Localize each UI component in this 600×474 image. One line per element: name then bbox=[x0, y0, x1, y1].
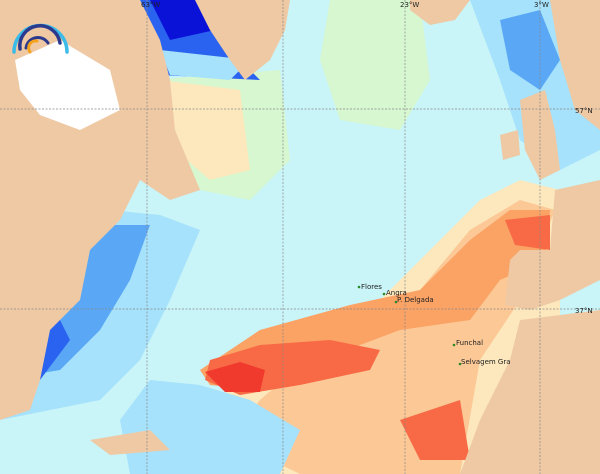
place-angra[interactable]: Angra bbox=[386, 289, 407, 297]
lon-label: 3°W bbox=[534, 1, 549, 9]
land-africa bbox=[460, 310, 600, 474]
lon-label: 23°W bbox=[400, 1, 419, 9]
lat-label: 57°N bbox=[575, 107, 593, 115]
field-red-core bbox=[205, 362, 265, 392]
land-iceland bbox=[410, 0, 470, 25]
place-markers: Flores Angra P. Delgada Funchal Selvagem… bbox=[357, 283, 511, 366]
land-scandinavia bbox=[550, 0, 600, 130]
land-ireland bbox=[500, 130, 520, 160]
lon-label: 63°W bbox=[141, 1, 160, 9]
lat-label: 37°N bbox=[575, 307, 593, 315]
land-britain bbox=[520, 90, 560, 180]
field-blue-ne bbox=[500, 10, 560, 90]
place-flores[interactable]: Flores bbox=[361, 283, 382, 291]
field-lightblue-labrador bbox=[160, 50, 250, 80]
land-iberia-france bbox=[505, 180, 600, 310]
place-ponta-delgada[interactable]: P. Delgada bbox=[397, 296, 434, 304]
field-green-north bbox=[320, 0, 430, 130]
place-funchal[interactable]: Funchal bbox=[456, 339, 483, 347]
rainbow-arc-logo bbox=[12, 23, 69, 54]
field-lightblue-south bbox=[120, 380, 300, 474]
hudson-bay bbox=[15, 40, 120, 130]
land-cuba bbox=[90, 430, 170, 455]
field-redorange-south bbox=[400, 400, 470, 460]
field-redorange-biscay bbox=[505, 215, 550, 250]
land-greenland bbox=[195, 0, 290, 80]
field-darkblue-labrador bbox=[150, 0, 215, 40]
place-selvagem-grande[interactable]: Selvagem Gra bbox=[461, 358, 511, 366]
